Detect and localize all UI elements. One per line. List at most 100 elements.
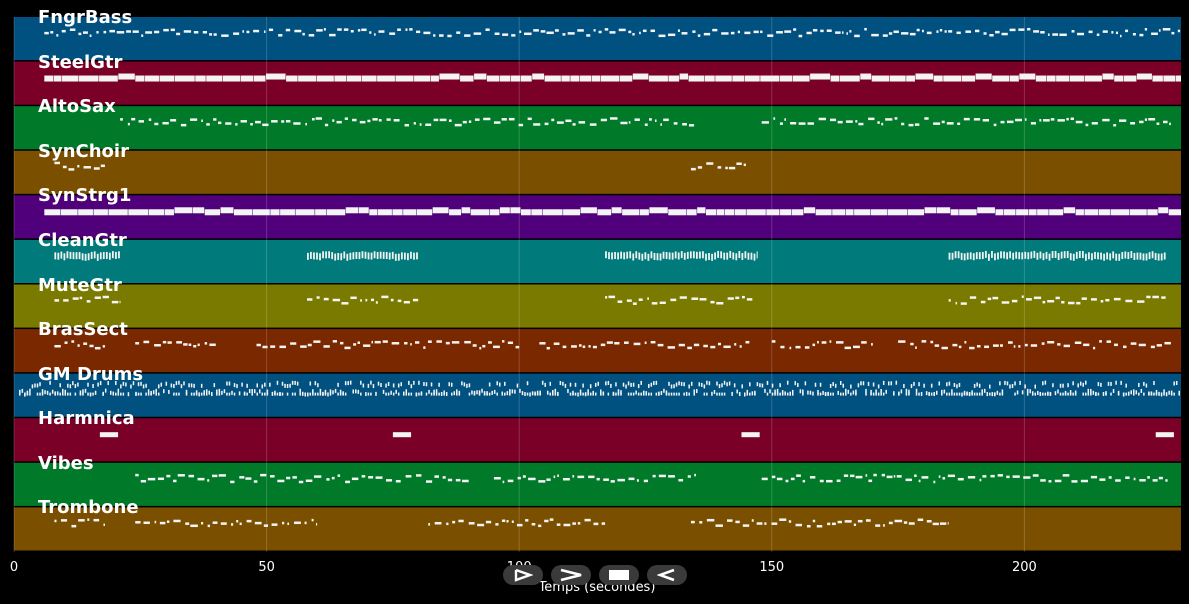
note [473, 32, 482, 35]
note [263, 30, 266, 33]
note [961, 392, 963, 397]
note [871, 33, 879, 37]
note [1023, 476, 1031, 479]
note [910, 342, 914, 346]
note [408, 380, 410, 385]
note [1090, 475, 1098, 479]
note [950, 209, 959, 216]
note [1040, 479, 1046, 482]
note [760, 30, 763, 34]
note [1011, 383, 1014, 388]
note [942, 477, 946, 480]
note [264, 382, 266, 387]
note [524, 392, 526, 397]
note [285, 119, 291, 123]
note [648, 75, 668, 82]
note [999, 392, 1001, 396]
note [946, 122, 954, 125]
note [270, 475, 275, 478]
note [853, 345, 860, 349]
forward-button[interactable] [551, 565, 591, 585]
note [1099, 478, 1106, 481]
note [647, 297, 649, 300]
note [638, 298, 643, 301]
note [885, 389, 887, 394]
note [325, 251, 327, 259]
note [633, 342, 641, 346]
note [741, 253, 744, 261]
note [774, 392, 776, 396]
note [915, 388, 918, 393]
note [79, 392, 82, 396]
note [255, 120, 261, 124]
note [807, 122, 814, 125]
note [57, 252, 60, 260]
note [969, 296, 977, 299]
note [572, 392, 574, 396]
note [190, 392, 193, 396]
note [173, 519, 181, 523]
note [103, 30, 107, 34]
note [185, 389, 188, 394]
note [821, 341, 827, 344]
note [624, 341, 629, 344]
note [951, 392, 953, 396]
note [881, 122, 884, 126]
note [337, 382, 339, 387]
note [997, 252, 999, 260]
note [769, 389, 771, 394]
note [611, 207, 622, 214]
note [617, 300, 623, 303]
note [570, 75, 580, 82]
note [738, 251, 741, 259]
note [370, 252, 373, 260]
note [127, 122, 130, 126]
note [862, 381, 865, 386]
note [200, 392, 203, 396]
note [789, 346, 792, 350]
note [716, 381, 718, 386]
note [915, 392, 918, 396]
note [1153, 381, 1155, 386]
note [1033, 250, 1036, 258]
note [837, 120, 843, 124]
rewind-button[interactable] [647, 565, 687, 585]
stop-button[interactable] [599, 565, 639, 585]
play-button[interactable] [503, 565, 543, 585]
note [660, 391, 663, 396]
note [776, 31, 783, 34]
note [428, 523, 431, 526]
note [263, 524, 269, 527]
note [812, 391, 814, 396]
note [582, 392, 584, 396]
note [369, 31, 372, 34]
note [726, 519, 733, 522]
note [792, 75, 810, 82]
note [540, 30, 546, 33]
note [488, 341, 492, 344]
note [705, 253, 707, 261]
note [1027, 252, 1030, 260]
note [941, 346, 948, 350]
note [178, 380, 180, 385]
note [72, 381, 74, 386]
note [850, 384, 852, 389]
note [109, 29, 115, 33]
note [556, 523, 561, 526]
note [960, 252, 963, 260]
note [930, 392, 933, 396]
note [1054, 479, 1062, 483]
note [794, 381, 797, 386]
note [51, 389, 54, 394]
note [367, 119, 371, 123]
note [711, 253, 713, 261]
note [578, 344, 582, 347]
note [1050, 118, 1055, 121]
note [706, 380, 708, 385]
note [1048, 480, 1052, 483]
note [569, 382, 572, 387]
note [644, 341, 647, 345]
note [582, 345, 586, 349]
note [718, 392, 721, 396]
note [868, 117, 875, 121]
